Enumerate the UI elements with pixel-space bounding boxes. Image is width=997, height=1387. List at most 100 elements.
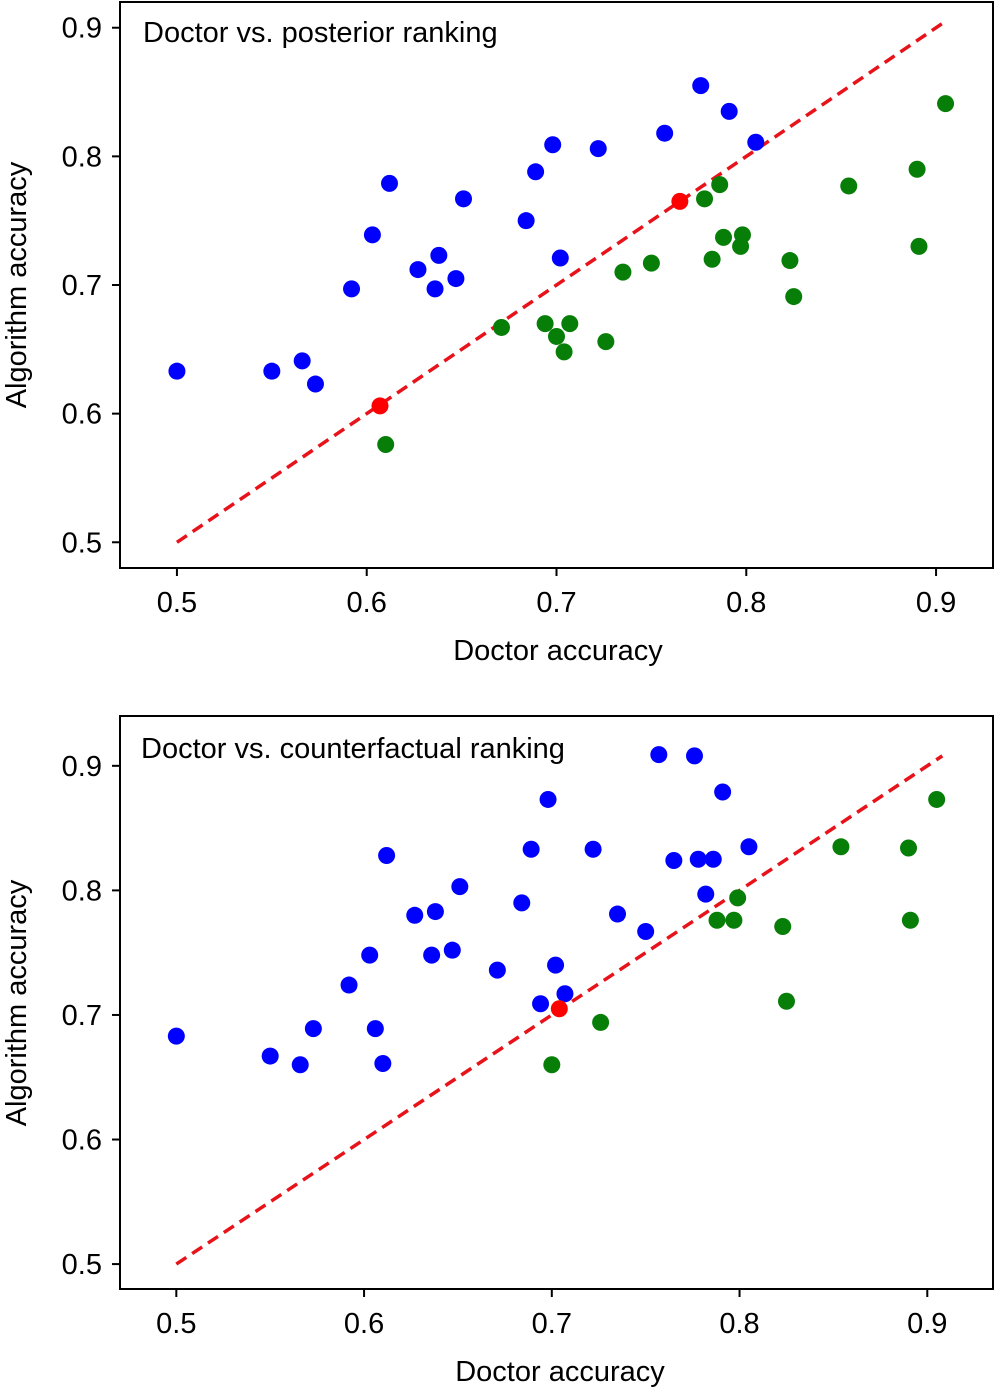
chart-marks: [168, 19, 955, 544]
data-point: [488, 961, 506, 979]
data-point: [656, 124, 674, 142]
data-point: [167, 1027, 185, 1045]
axis-ticks: 0.5 0.6 0.7 0.8 0.9 0.5 0.6 0.7 0.8 0.9: [62, 751, 948, 1340]
x-axis-title: Doctor accuracy: [453, 635, 663, 667]
data-point: [366, 1020, 384, 1038]
data-point: [340, 976, 358, 994]
y-tick-label: 0.6: [62, 399, 102, 431]
data-point: [551, 249, 569, 267]
x-tick-label: 0.6: [347, 587, 387, 619]
y-tick-label: 0.5: [62, 1249, 102, 1281]
y-tick-label: 0.8: [62, 141, 102, 173]
data-point: [532, 995, 550, 1013]
data-point: [363, 226, 381, 244]
data-point: [740, 838, 758, 856]
y-tick-label: 0.6: [62, 1125, 102, 1157]
data-point: [832, 838, 850, 856]
data-point: [774, 918, 792, 936]
data-point: [665, 851, 683, 869]
x-axis-title: Doctor accuracy: [455, 1356, 665, 1387]
data-point: [291, 1056, 309, 1074]
data-point: [168, 362, 186, 380]
data-point: [777, 992, 795, 1010]
data-point: [447, 270, 465, 288]
data-point: [371, 397, 389, 415]
data-point: [708, 911, 726, 929]
data-point: [513, 894, 531, 912]
data-point: [697, 885, 715, 903]
data-point: [556, 985, 574, 1003]
data-point: [430, 246, 448, 264]
y-tick-label: 0.9: [62, 751, 102, 783]
data-point: [293, 352, 311, 370]
data-point: [597, 333, 615, 351]
data-point: [409, 261, 427, 279]
data-point: [261, 1047, 279, 1065]
y-tick-label: 0.7: [62, 270, 102, 302]
data-point: [908, 160, 926, 178]
data-point: [592, 1013, 610, 1031]
data-point: [543, 1056, 561, 1074]
data-point: [377, 436, 395, 454]
data-point: [696, 190, 714, 208]
data-point: [451, 878, 469, 896]
data-point: [306, 375, 324, 393]
data-point: [517, 212, 535, 230]
data-point: [692, 77, 710, 95]
data-point: [910, 237, 928, 255]
data-point: [715, 228, 733, 246]
plot-frame: [119, 715, 994, 1290]
data-point: [720, 102, 738, 120]
data-point: [536, 315, 554, 333]
data-point: [840, 177, 858, 195]
x-tick-label: 0.8: [726, 587, 766, 619]
data-point: [380, 174, 398, 192]
data-point: [304, 1020, 322, 1038]
data-point: [637, 922, 655, 940]
data-point: [522, 840, 540, 858]
data-point: [711, 176, 729, 194]
data-point: [492, 318, 510, 336]
data-point: [703, 250, 721, 268]
chart-title: Doctor vs. posterior ranking: [143, 17, 498, 49]
data-point: [550, 1000, 568, 1018]
data-point: [785, 288, 803, 306]
data-point: [901, 911, 919, 929]
x-tick-label: 0.8: [719, 1308, 759, 1340]
chart-svg: Doctor vs. counterfactual ranking Doctor…: [1, 715, 994, 1387]
data-point: [539, 790, 557, 808]
x-tick-label: 0.5: [156, 1308, 196, 1340]
data-point: [725, 911, 743, 929]
data-point: [714, 783, 732, 801]
data-point: [406, 906, 424, 924]
data-point: [747, 133, 765, 151]
data-point: [650, 746, 668, 764]
data-point: [527, 163, 545, 181]
data-point: [589, 140, 607, 158]
x-tick-label: 0.9: [916, 587, 956, 619]
data-point: [343, 280, 361, 298]
y-axis-title: Algorithm accuracy: [1, 879, 33, 1126]
data-point: [729, 889, 747, 907]
data-point: [642, 254, 660, 272]
data-point: [555, 343, 573, 361]
data-point: [547, 956, 565, 974]
data-point: [937, 95, 955, 113]
data-point: [544, 136, 562, 154]
chart-panel-posterior: Doctor vs. posterior ranking Doctor accu…: [0, 0, 997, 680]
x-tick-label: 0.7: [536, 587, 576, 619]
data-point: [928, 790, 946, 808]
data-point: [263, 362, 281, 380]
x-tick-label: 0.6: [344, 1308, 384, 1340]
chart-title: Doctor vs. counterfactual ranking: [141, 733, 565, 765]
data-point: [609, 905, 627, 923]
chart-svg: Doctor vs. posterior ranking Doctor accu…: [1, 1, 994, 667]
data-point: [614, 263, 632, 281]
data-point: [900, 839, 918, 857]
data-point: [781, 252, 799, 270]
chart-marks: [167, 746, 946, 1266]
data-point: [423, 946, 441, 964]
data-point: [374, 1055, 392, 1073]
data-point: [548, 327, 565, 345]
data-point: [685, 747, 703, 765]
